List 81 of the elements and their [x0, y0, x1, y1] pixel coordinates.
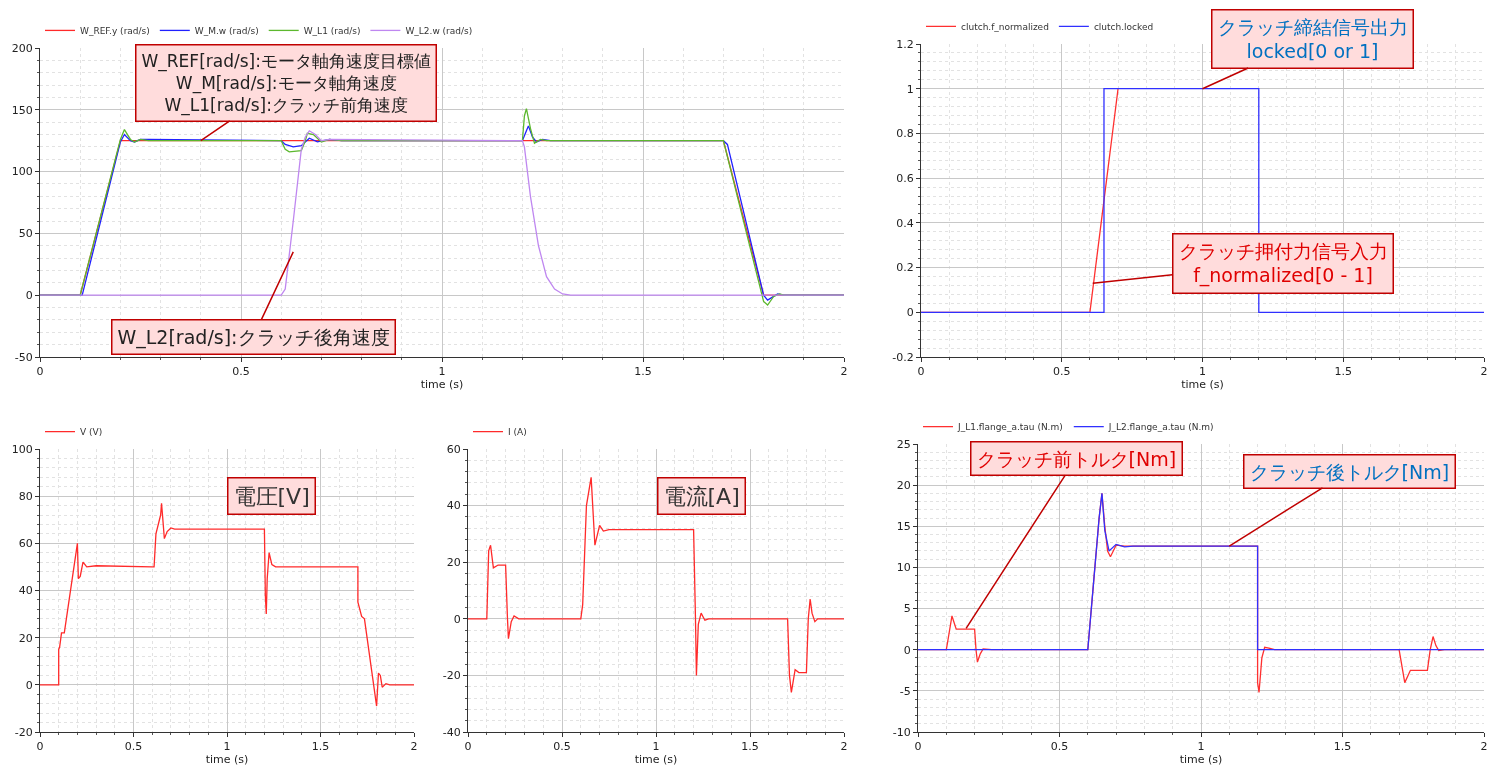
x-tick-label: 2 — [840, 365, 848, 379]
x-tick-label: 1 — [652, 740, 660, 754]
y-tick-label: 15 — [896, 520, 911, 534]
y-tick-label: 0 — [453, 612, 461, 626]
x-tick-label: 0.5 — [232, 365, 250, 379]
x-axis-title: time (s) — [205, 753, 249, 767]
x-tick-label: 0.5 — [553, 740, 571, 754]
y-tick-label: 0 — [906, 306, 914, 320]
y-tick-label: 0 — [903, 643, 911, 657]
legend-label: clutch.f_normalized — [961, 21, 1049, 32]
y-tick-label: 1 — [906, 82, 914, 96]
x-tick-label: 1.5 — [634, 365, 652, 379]
y-tick-label: 60 — [18, 537, 33, 551]
annotation: クラッチ締結信号出力 locked[0 or 1] — [1217, 15, 1408, 63]
x-tick-label: 0 — [917, 365, 925, 379]
x-tick-label: 1.5 — [1334, 365, 1352, 379]
x-axis-title: time (s) — [1179, 753, 1223, 767]
x-tick-label: 2 — [1480, 740, 1488, 754]
y-tick-label: 0.6 — [896, 171, 914, 185]
x-tick-label: 0.5 — [124, 740, 143, 754]
y-tick-label: -20 — [14, 725, 33, 739]
legend-label: clutch.locked — [1093, 21, 1154, 32]
y-tick-label: 0 — [25, 289, 33, 303]
y-tick-label: 0.2 — [896, 261, 914, 275]
y-tick-label: 150 — [11, 103, 33, 117]
y-tick-label: 100 — [11, 442, 33, 456]
y-tick-label: 80 — [18, 490, 33, 504]
x-tick-label: 0.5 — [1053, 365, 1071, 379]
annotation: クラッチ後トルク[Nm] — [1249, 460, 1450, 483]
legend-label: J_L1.flange_a.tau (N.m) — [957, 422, 1063, 433]
x-tick-label: 0 — [36, 365, 44, 379]
y-tick-label: 40 — [446, 499, 461, 513]
y-tick-label: 25 — [896, 437, 911, 451]
x-tick-label: 1 — [223, 740, 231, 754]
y-tick-label: 100 — [11, 165, 33, 179]
y-tick-label: -10 — [892, 725, 911, 739]
legend-label: W_L1 (rad/s) — [303, 25, 361, 36]
x-axis-title: time (s) — [1181, 378, 1224, 392]
x-tick-label: 1.5 — [1333, 740, 1352, 754]
x-tick-label: 1.5 — [741, 740, 759, 754]
y-tick-label: 0.4 — [896, 216, 914, 230]
legend-label: J_L2.flange_a.tau (N.m) — [1107, 422, 1214, 433]
annotation: クラッチ前トルク[Nm] — [976, 447, 1177, 470]
annotation: W_REF[rad/s]:モータ軸角速度目標値 W_M[rad/s]:モータ軸角速度 W_L1[rad/s]:クラッチ前角速度 — [141, 50, 431, 116]
y-tick-label: -40 — [442, 725, 461, 739]
y-tick-label: 20 — [896, 478, 911, 492]
y-tick-label: 0.8 — [896, 127, 914, 141]
x-tick-label: 1 — [1197, 740, 1205, 754]
legend-label: W_L2.w (rad/s) — [405, 25, 473, 36]
x-tick-label: 2 — [1480, 365, 1488, 379]
y-tick-label: 1.2 — [896, 37, 914, 51]
x-tick-label: 2 — [410, 740, 418, 754]
x-axis-title: time (s) — [634, 753, 678, 767]
legend-label: W_M.w (rad/s) — [194, 25, 259, 36]
legend-label: V (V) — [80, 427, 103, 438]
y-tick-label: 0 — [25, 678, 33, 692]
y-tick-label: 5 — [903, 602, 911, 616]
legend-label: W_REF.y (rad/s) — [80, 25, 150, 36]
x-tick-label: 0 — [464, 740, 472, 754]
annotation: W_L2[rad/s]:クラッチ後角速度 — [117, 325, 390, 349]
x-tick-label: 0 — [36, 740, 44, 754]
x-tick-label: 1.5 — [311, 740, 330, 754]
y-tick-label: 10 — [896, 561, 911, 575]
annotation: クラッチ押付力信号入力 f_normalized[0 - 1] — [1178, 239, 1388, 288]
x-tick-label: 2 — [840, 740, 848, 754]
y-tick-label: -50 — [14, 350, 33, 364]
annotation: 電圧[V] — [233, 483, 310, 509]
y-tick-label: 200 — [11, 41, 33, 55]
annotation: 電流[A] — [663, 483, 740, 509]
y-tick-label: 20 — [446, 556, 461, 570]
y-tick-label: 20 — [18, 631, 33, 645]
y-tick-label: -5 — [899, 684, 911, 698]
y-tick-label: 40 — [18, 584, 33, 598]
x-tick-label: 1 — [1199, 365, 1206, 379]
y-tick-label: 60 — [446, 442, 461, 456]
y-tick-label: 50 — [18, 227, 33, 241]
y-tick-label: -0.2 — [892, 350, 914, 364]
x-tick-label: 0.5 — [1050, 740, 1069, 754]
legend-label: I (A) — [508, 427, 527, 438]
y-tick-label: -20 — [442, 669, 461, 683]
x-axis-title: time (s) — [420, 378, 464, 392]
